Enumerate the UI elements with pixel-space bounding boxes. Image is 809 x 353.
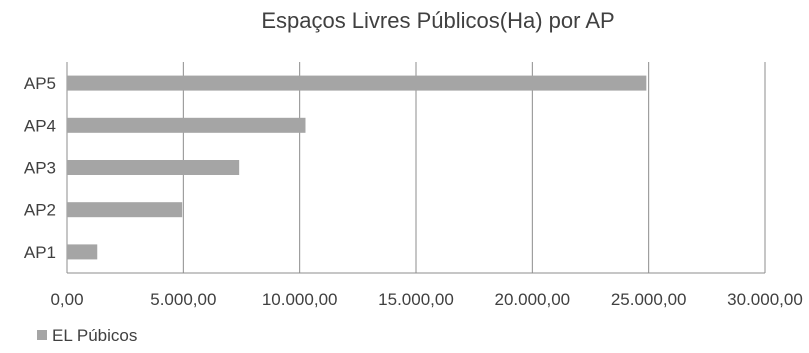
y-tick-label: AP1 [24, 243, 56, 262]
chart-title: Espaços Livres Públicos(Ha) por AP [261, 8, 614, 33]
x-axis-labels: 0,00 5.000,00 10.000,00 15.000,00 20.000,00 2… [50, 290, 802, 309]
bar-ap1 [67, 244, 98, 260]
x-tick-label: 25.000,00 [611, 290, 687, 309]
y-tick-label: AP3 [24, 159, 56, 178]
bar-ap4 [67, 117, 306, 133]
bar-ap5 [67, 75, 647, 91]
y-tick-label: AP4 [24, 116, 56, 135]
gridlines [66, 62, 766, 274]
x-tick-label: 15.000,00 [378, 290, 454, 309]
x-tick-label: 30.000,00 [727, 290, 803, 309]
x-tick-label: 5.000,00 [150, 290, 216, 309]
bar-ap3 [67, 160, 240, 175]
legend-swatch [37, 330, 47, 340]
x-tick-label: 10.000,00 [262, 290, 338, 309]
legend: EL Púbicos [37, 326, 137, 345]
x-tick-label: 20.000,00 [495, 290, 571, 309]
y-tick-label: AP5 [24, 74, 56, 93]
x-tick-label: 0,00 [50, 290, 83, 309]
bar-ap2 [67, 202, 183, 218]
y-tick-label: AP2 [24, 201, 56, 220]
bars [67, 75, 647, 260]
y-axis-labels: AP1 AP2 AP3 AP4 AP5 [24, 74, 56, 262]
legend-label: EL Púbicos [52, 326, 137, 345]
